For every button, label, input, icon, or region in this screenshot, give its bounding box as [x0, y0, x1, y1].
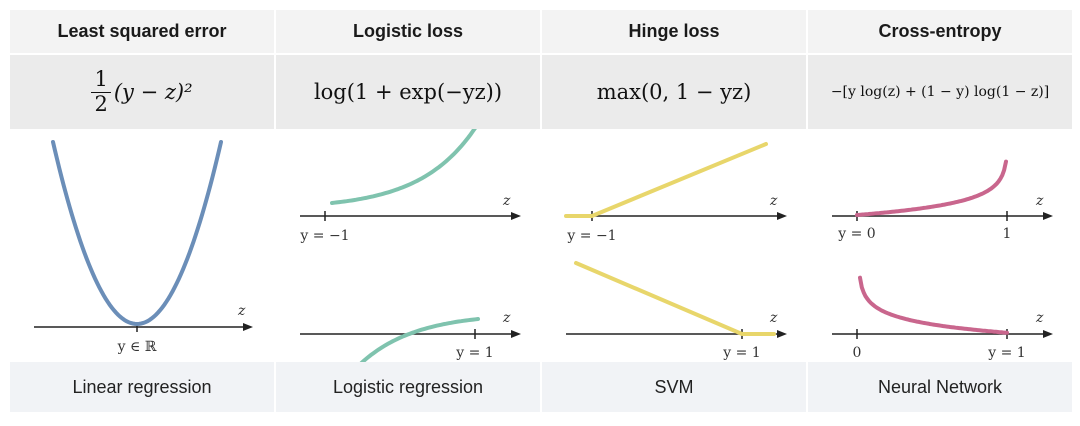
fraction-denominator: 2: [94, 91, 108, 116]
loss-curve-bottom: [359, 317, 480, 362]
column-footer: Linear regression: [10, 362, 274, 412]
column-least-squared-error: Least squared error 1 2 (y − z)² z y ∈ ℝ…: [10, 10, 274, 416]
loss-curve: [51, 140, 223, 327]
column-footer: SVM: [542, 362, 806, 412]
loss-curve-top: [564, 142, 768, 218]
z-axis-label-top: z: [502, 193, 511, 209]
y-label-bottom-left: 0: [853, 345, 862, 361]
y-label-top-right: 1: [1003, 226, 1012, 242]
plot-hinge: z y = −1 z y = 1: [542, 129, 806, 362]
axis-arrow-top: [777, 212, 787, 220]
z-axis-label: z: [237, 303, 246, 319]
column-logistic-loss: Logistic loss log(1 + exp(−yz)) z y = −1…: [276, 10, 540, 416]
axis-arrow-top: [1043, 212, 1053, 220]
plot-logistic: z y = −1 z y = 1: [276, 129, 540, 362]
fraction: 1 2: [91, 68, 111, 116]
column-footer: Logistic regression: [276, 362, 540, 412]
plot-least-squared: z y ∈ ℝ: [10, 129, 274, 362]
column-footer: Neural Network: [808, 362, 1072, 412]
loss-curve-bottom: [574, 261, 776, 336]
fraction-numerator: 1: [91, 68, 111, 93]
z-axis-label-top: z: [1035, 193, 1044, 209]
plot-svg-least-squared: z y ∈ ℝ: [34, 140, 253, 355]
y-label-bottom: y = 1: [455, 345, 493, 361]
y-domain-label: y ∈ ℝ: [117, 339, 157, 355]
z-axis-label-bottom: z: [502, 310, 511, 326]
plot-svg-hinge: z y = −1 z y = 1: [564, 142, 787, 361]
z-axis-label-top: z: [769, 193, 778, 209]
formula-least-squared: 1 2 (y − z)²: [10, 55, 274, 129]
axis-arrow: [243, 323, 253, 331]
plot-svg-cross-entropy: z y = 0 1 z 0 y = 1: [832, 159, 1053, 361]
formula-cross-entropy: −[y log(z) + (1 − y) log(1 − z)]: [808, 55, 1072, 129]
z-axis-label-bottom: z: [1035, 310, 1044, 326]
column-title: Least squared error: [10, 10, 274, 53]
axis-arrow-bottom: [1043, 330, 1053, 338]
y-label-top: y = −1: [566, 228, 616, 244]
y-label-top-left: y = 0: [837, 226, 875, 242]
y-label-bottom: y = 1: [722, 345, 760, 361]
loss-curve-top: [855, 159, 1008, 217]
plot-svg-logistic: z y = −1 z y = 1: [299, 129, 521, 362]
formula-logistic: log(1 + exp(−yz)): [276, 55, 540, 129]
loss-curve-top: [330, 129, 477, 205]
loss-function-table: Least squared error 1 2 (y − z)² z y ∈ ℝ…: [10, 10, 1072, 416]
column-cross-entropy: Cross-entropy −[y log(z) + (1 − y) log(1…: [808, 10, 1072, 416]
column-title: Cross-entropy: [808, 10, 1072, 53]
column-hinge-loss: Hinge loss max(0, 1 − yz) z y = −1 z y =…: [542, 10, 806, 416]
column-title: Hinge loss: [542, 10, 806, 53]
y-label-top: y = −1: [299, 228, 349, 244]
axis-arrow-bottom: [511, 330, 521, 338]
loss-curve-bottom: [858, 275, 1009, 335]
column-title: Logistic loss: [276, 10, 540, 53]
z-axis-label-bottom: z: [769, 310, 778, 326]
axis-arrow-top: [511, 212, 521, 220]
formula-hinge: max(0, 1 − yz): [542, 55, 806, 129]
plot-cross-entropy: z y = 0 1 z 0 y = 1: [808, 129, 1072, 362]
y-label-bottom-right: y = 1: [987, 345, 1025, 361]
formula-rest: (y − z)²: [113, 80, 193, 104]
axis-arrow-bottom: [777, 330, 787, 338]
